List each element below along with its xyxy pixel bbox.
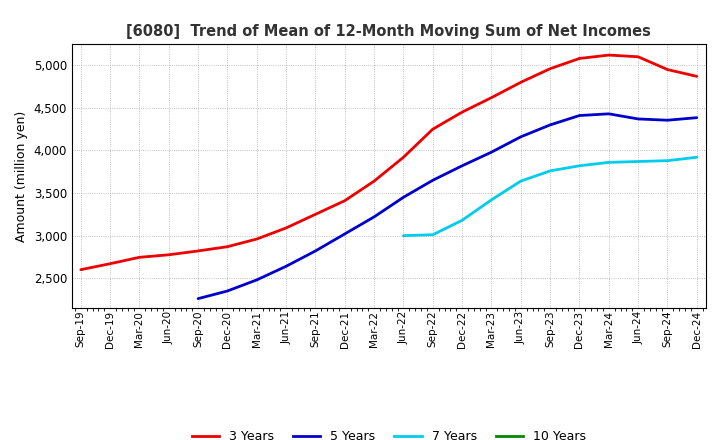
7 Years [399,233,408,238]
3 Years [135,255,144,260]
5 Years [428,178,437,183]
7 Years [458,218,467,223]
Legend: 3 Years, 5 Years, 7 Years, 10 Years: 3 Years, 5 Years, 7 Years, 10 Years [186,425,591,440]
7 Years [546,168,554,173]
3 Years [663,67,672,72]
5 Years [458,163,467,169]
3 Years [370,179,379,184]
5 Years [311,248,320,253]
3 Years [223,244,232,249]
5 Years [253,277,261,282]
Y-axis label: Amount (million yen): Amount (million yen) [15,110,28,242]
5 Years [341,231,349,237]
7 Years [487,197,496,202]
Line: 7 Years: 7 Years [403,157,697,235]
7 Years [634,159,642,164]
Title: [6080]  Trend of Mean of 12-Month Moving Sum of Net Incomes: [6080] Trend of Mean of 12-Month Moving … [127,24,651,39]
3 Years [634,54,642,59]
5 Years [194,296,202,301]
Line: 5 Years: 5 Years [198,114,697,299]
5 Years [546,122,554,128]
Line: 3 Years: 3 Years [81,55,697,270]
3 Years [458,110,467,115]
3 Years [546,66,554,71]
7 Years [428,232,437,238]
7 Years [693,154,701,160]
5 Years [282,264,290,269]
3 Years [575,56,584,61]
5 Years [487,150,496,155]
3 Years [282,225,290,231]
5 Years [223,288,232,293]
5 Years [634,116,642,121]
3 Years [516,80,525,85]
5 Years [516,134,525,139]
5 Years [399,194,408,200]
3 Years [693,74,701,79]
7 Years [663,158,672,163]
3 Years [164,252,173,257]
5 Years [575,113,584,118]
7 Years [575,163,584,169]
5 Years [693,115,701,120]
3 Years [253,236,261,242]
7 Years [516,179,525,184]
3 Years [311,212,320,217]
3 Years [76,267,85,272]
5 Years [370,214,379,220]
3 Years [605,52,613,58]
3 Years [399,154,408,160]
7 Years [605,160,613,165]
3 Years [341,198,349,203]
5 Years [663,117,672,123]
5 Years [605,111,613,117]
3 Years [194,248,202,253]
3 Years [428,127,437,132]
3 Years [487,95,496,100]
3 Years [106,261,114,266]
